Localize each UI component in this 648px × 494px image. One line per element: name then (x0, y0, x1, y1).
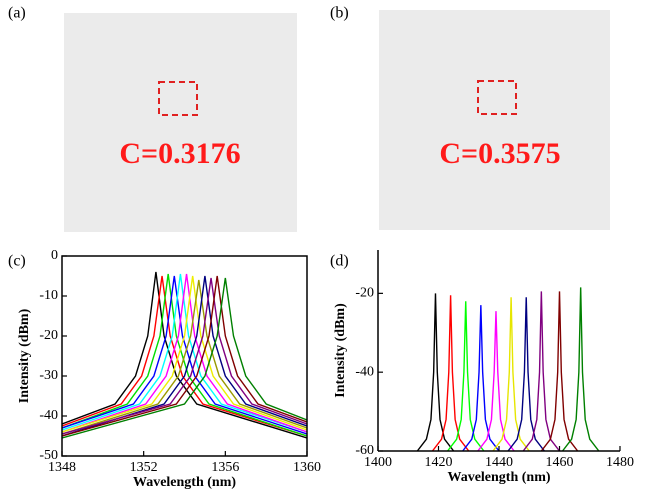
roi-box (477, 80, 517, 115)
y-axis-title: Intensity (dBm) (333, 303, 348, 398)
x-tick-label: 1420 (425, 455, 453, 470)
spectrum-line (62, 275, 307, 437)
speckle-texture (379, 10, 610, 230)
y-tick-label: -20 (39, 328, 58, 343)
x-tick-label: 1356 (211, 460, 239, 475)
spectrum-line (62, 273, 307, 437)
plot-area (416, 287, 600, 451)
spectrum-line (62, 275, 307, 437)
y-tick-label: -20 (355, 286, 374, 301)
spectrum-line (62, 271, 307, 439)
y-tick-label: -30 (39, 368, 58, 383)
spectrum-line (62, 273, 307, 433)
contrast-text: C=0.3176 (119, 137, 240, 170)
spectrum-line (540, 291, 579, 451)
panel-label: (a) (8, 5, 26, 22)
spectrum-line (62, 275, 307, 437)
spectrum-line (62, 275, 307, 433)
spectrum-line (62, 277, 307, 439)
spectrum-line (62, 273, 307, 433)
spectrum-line (62, 279, 307, 435)
panel-label: (d) (330, 253, 349, 270)
speckle-texture (64, 13, 297, 232)
roi-box (158, 81, 198, 116)
x-tick-label: 1360 (293, 460, 321, 475)
y-axis-title: Intensity (dBm) (17, 308, 32, 403)
y-tick-label: -40 (355, 364, 374, 379)
x-tick-label: 1480 (606, 455, 634, 470)
y-tick-label: -60 (355, 443, 374, 458)
plot-area (62, 271, 307, 439)
x-tick-label: 1440 (485, 455, 513, 470)
x-tick-label: 1352 (130, 460, 158, 475)
spectrum-line (62, 275, 307, 435)
x-tick-label: 1460 (546, 455, 574, 470)
y-tick-label: 0 (51, 248, 58, 263)
plot-frame (61, 255, 308, 457)
x-tick-label: 1400 (364, 455, 392, 470)
x-axis-title: Wavelength (nm) (447, 470, 550, 485)
y-tick-label: -10 (39, 288, 58, 303)
spectrum-line (522, 291, 561, 451)
spectrum-line (62, 277, 307, 435)
spectrum-line (561, 287, 600, 451)
y-tick-label: -40 (39, 408, 58, 423)
x-axis-title: Wavelength (nm) (133, 475, 236, 490)
panel-label: (c) (8, 253, 26, 270)
x-tick-label: 1348 (48, 460, 76, 475)
panel-label: (b) (330, 5, 349, 22)
contrast-text: C=0.3575 (439, 137, 560, 170)
y-tick-label: -50 (39, 448, 58, 463)
